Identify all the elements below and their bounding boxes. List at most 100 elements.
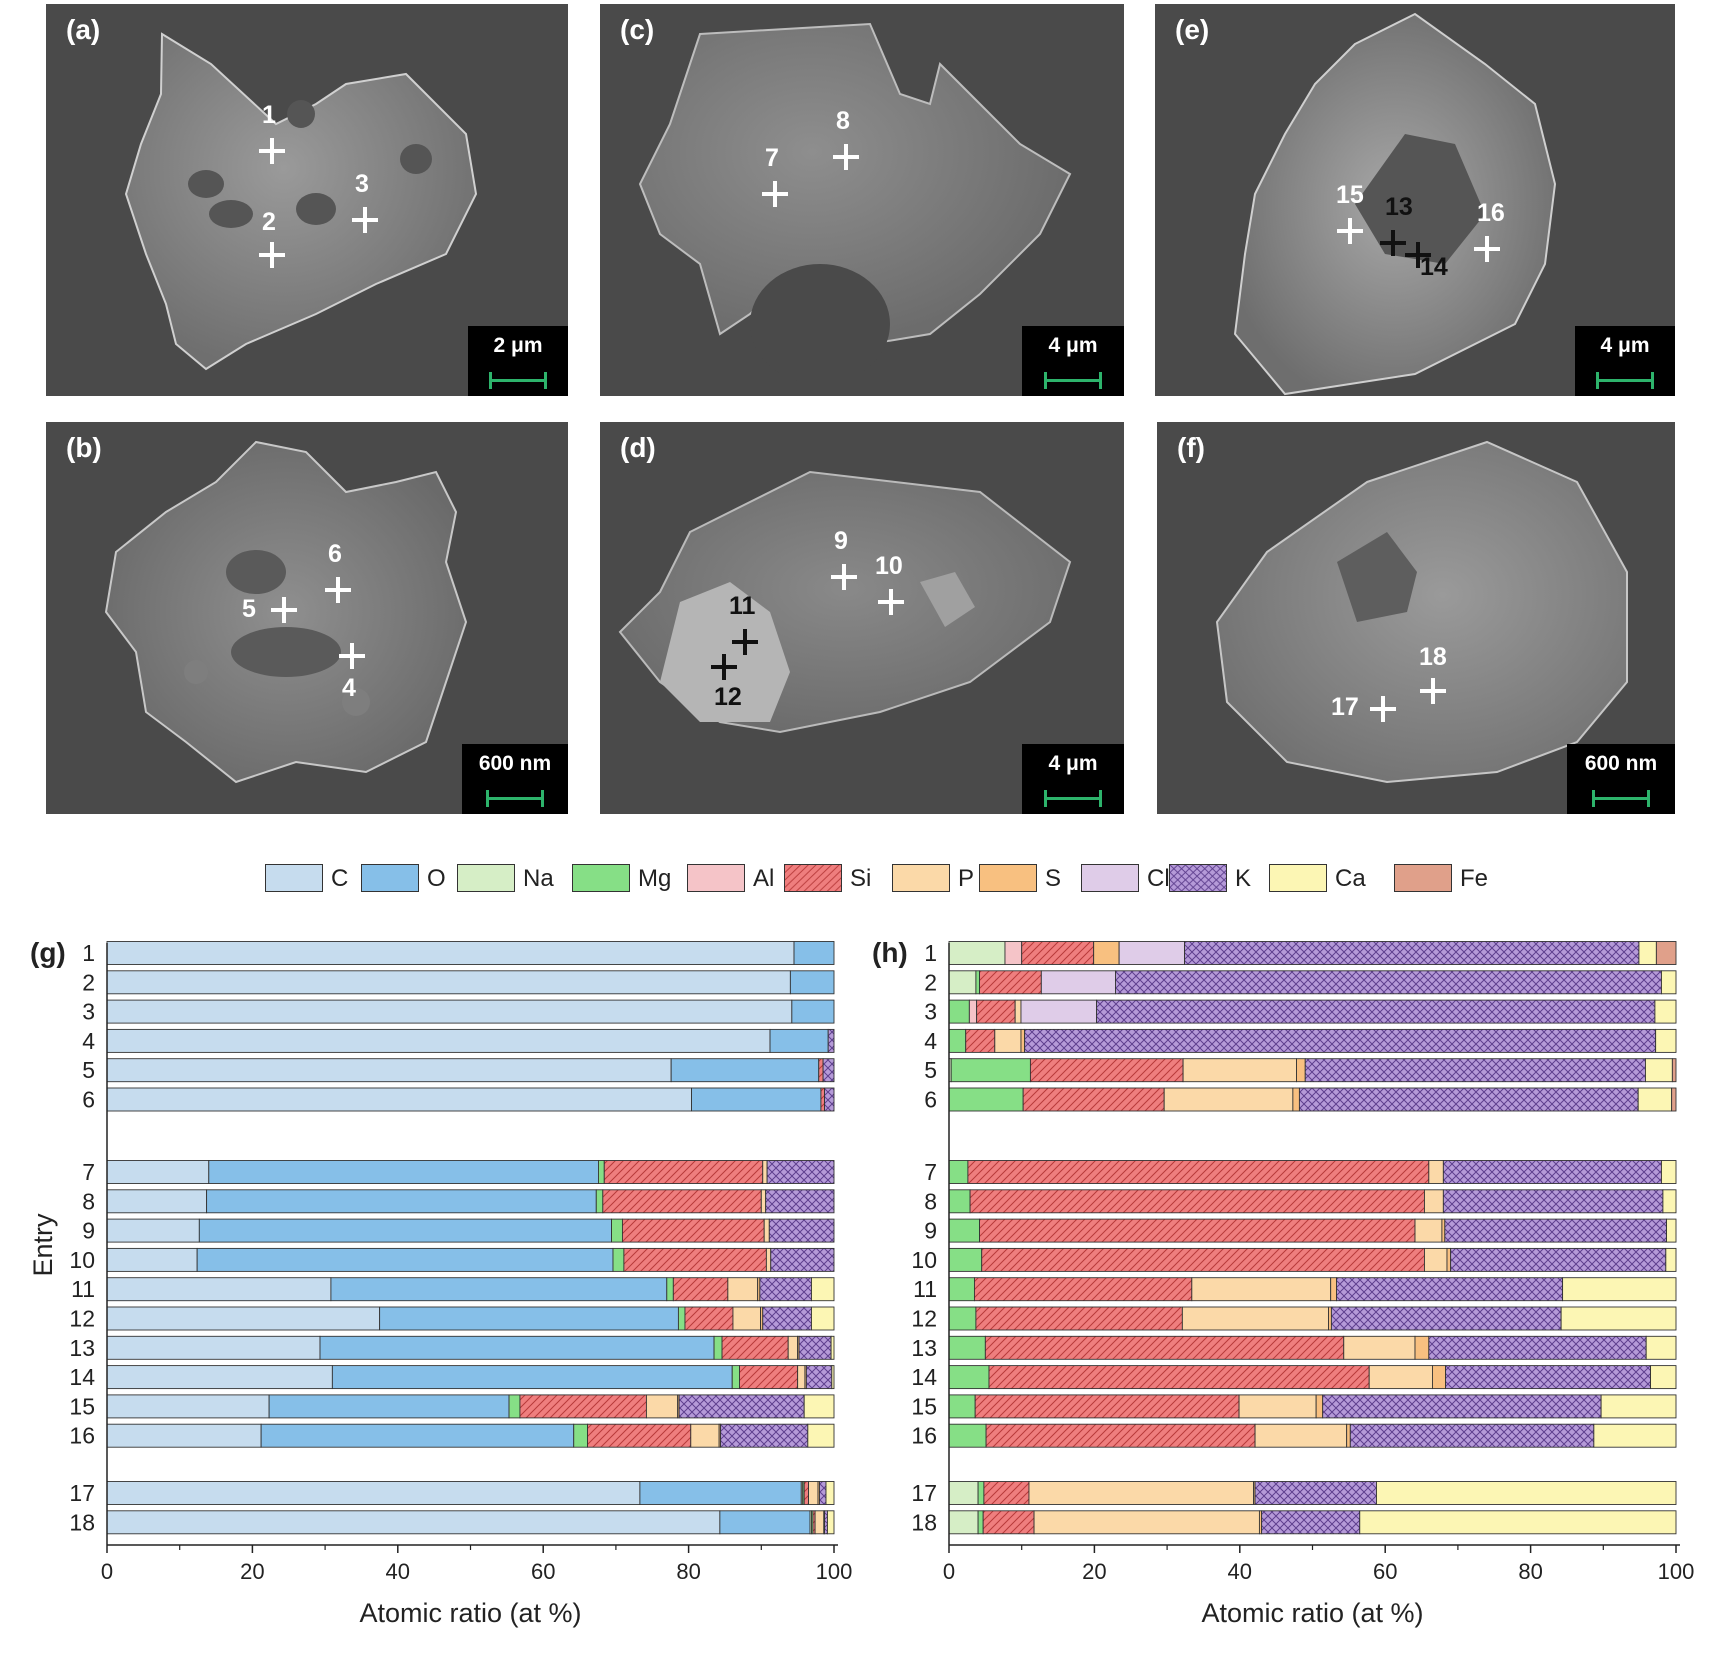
bar-segment-si [985, 1423, 1256, 1448]
bar-segment-k [768, 1218, 835, 1243]
bar-segment-k [1445, 1365, 1652, 1390]
legend-label: S [1045, 865, 1062, 892]
bar-row-entry-9 [948, 1218, 1677, 1243]
bar-segment-k [1304, 1058, 1646, 1083]
bar-segment-k [1024, 1028, 1657, 1053]
bar-row-entry-12 [106, 1306, 835, 1331]
bar-row-entry-16 [948, 1423, 1677, 1448]
bar-segment-mg [611, 1218, 623, 1243]
bar-segment-mg [731, 1365, 740, 1390]
bar-segment-ca [1661, 970, 1677, 995]
particle-image-c [638, 22, 1072, 384]
bar-segment-p [765, 1247, 772, 1272]
bar-segment-al [968, 999, 978, 1024]
legend-swatch-k [1169, 864, 1227, 892]
bar-segment-ca [1645, 1058, 1673, 1083]
bar-segment-ca [1376, 1481, 1677, 1505]
bar-segment-k [762, 1306, 812, 1331]
bar-segment-ca [1637, 1087, 1673, 1112]
entry-tick-label: 5 [924, 1057, 937, 1083]
entry-tick-label: 11 [71, 1276, 95, 1302]
scale-bar-a: 2 μm [468, 326, 568, 396]
legend-label: P [958, 865, 975, 892]
bar-segment-s [1315, 1394, 1324, 1419]
panel-label-d: (d) [620, 432, 656, 463]
sem-image-b: (b) 6 5 4 600 nm [46, 422, 568, 814]
bar-segment-k [1261, 1510, 1361, 1535]
bar-segment-k [1298, 1087, 1639, 1112]
bar-row-entry-4 [948, 1028, 1677, 1053]
entry-tick-label: 12 [69, 1306, 95, 1332]
bar-segment-o [330, 1277, 668, 1302]
bar-segment-si [975, 1306, 1183, 1331]
bar-segment-c [106, 1365, 333, 1390]
bar-segment-c [106, 999, 793, 1024]
bar-row-entry-7 [106, 1160, 835, 1184]
legend-label: K [1235, 865, 1252, 892]
bar-segment-k [766, 1160, 835, 1184]
x-tick-label: 60 [531, 1559, 555, 1584]
legend-label: C [331, 865, 349, 892]
x-tick-label: 60 [1373, 1559, 1397, 1584]
bar-segment-o [268, 1394, 510, 1419]
bar-segment-k [759, 1277, 812, 1302]
bar-segment-o [789, 970, 835, 995]
bar-segment-o [198, 1218, 612, 1243]
bar-row-entry-6 [948, 1087, 1677, 1112]
bar-segment-p [762, 1160, 768, 1184]
y-axis-title: Entry [28, 1213, 58, 1277]
bar-segment-ca [1560, 1306, 1677, 1331]
bar-segment-si [988, 1365, 1370, 1390]
bar-segment-fe [1655, 941, 1677, 965]
legend-label: Si [850, 865, 872, 892]
bar-segment-si [969, 1189, 1425, 1214]
bar-segment-ca [807, 1423, 835, 1448]
entry-tick-label: 8 [924, 1188, 937, 1214]
bar-segment-ca [811, 1306, 835, 1331]
bar-segment-mg [948, 1160, 969, 1184]
bar-segment-k [1450, 1247, 1667, 1272]
bar-segment-k [1184, 941, 1640, 965]
bar-segment-si [1022, 1087, 1165, 1112]
legend-swatch-si [784, 864, 842, 892]
bar-segment-c [106, 970, 791, 995]
bar-segment-mg [508, 1394, 521, 1419]
entry-tick-label: 10 [69, 1247, 95, 1273]
panel-label-f: (f) [1177, 432, 1205, 463]
bar-segment-p [1428, 1160, 1444, 1184]
sem-image-d: (d) 9 10 11 12 4 μm [600, 422, 1124, 814]
bar-segment-mg [948, 1028, 967, 1053]
bar-segment-c [106, 1277, 332, 1302]
bar-segment-si [602, 1189, 762, 1214]
bar-row-entry-14 [948, 1365, 1677, 1390]
bar-segment-ca [1665, 1247, 1677, 1272]
bar-segment-p [1238, 1394, 1317, 1419]
entry-tick-label: 17 [69, 1480, 95, 1506]
bar-row-entry-5 [948, 1058, 1677, 1083]
bar-row-entry-15 [106, 1394, 835, 1419]
legend-swatch-fe [1394, 864, 1452, 892]
bar-segment-si [974, 1394, 1240, 1419]
bar-segment-si [684, 1306, 734, 1331]
legend-label: Ca [1335, 865, 1366, 892]
bar-segment-si [623, 1247, 767, 1272]
x-tick-label: 80 [1518, 1559, 1542, 1584]
bar-segment-k [1444, 1218, 1667, 1243]
legend-swatch-c [265, 864, 323, 892]
bar-segment-si [979, 970, 1042, 995]
bar-segment-si [983, 1481, 1030, 1505]
bar-segment-p [1414, 1218, 1443, 1243]
panel-label-b: (b) [66, 432, 102, 463]
entry-tick-label: 16 [69, 1423, 95, 1449]
bar-row-entry-13 [948, 1335, 1677, 1360]
entry-tick-label: 6 [924, 1087, 937, 1113]
bar-segment-s [1446, 1247, 1452, 1272]
bar-segment-si [803, 1481, 810, 1505]
x-tick-label: 0 [101, 1559, 113, 1584]
bar-segment-mg [948, 1087, 1024, 1112]
bar-segment-c [106, 1510, 721, 1535]
bar-segment-o [379, 1306, 679, 1331]
bar-row-entry-11 [948, 1277, 1677, 1302]
